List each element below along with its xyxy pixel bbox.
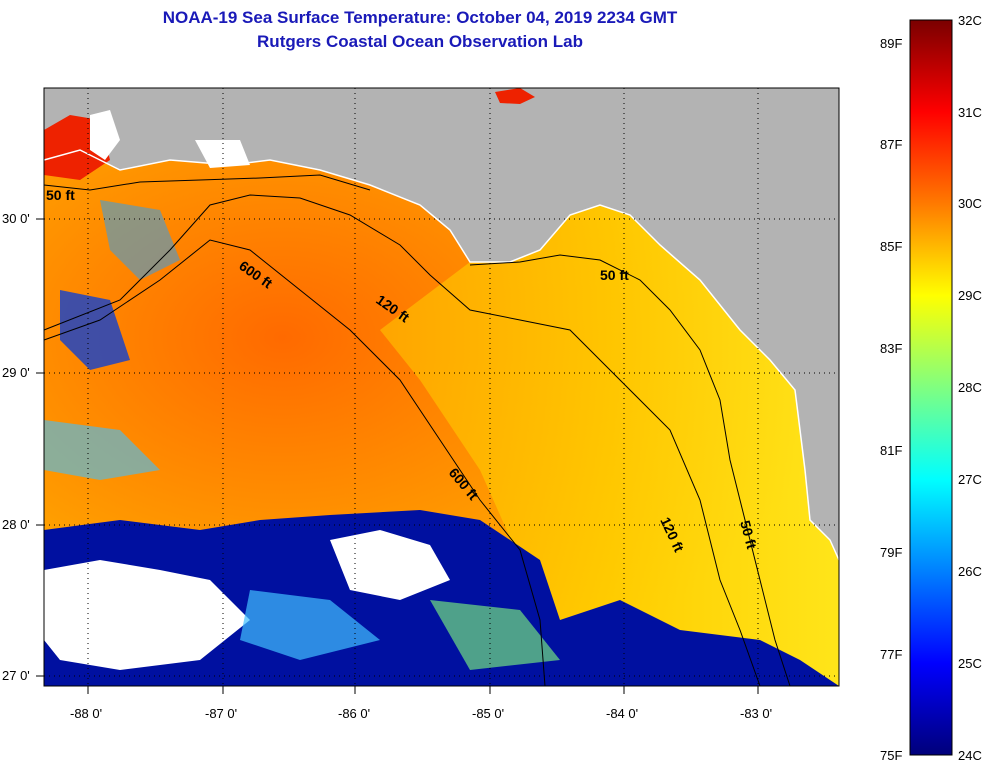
colorbar-c-label: 26C [958, 564, 982, 579]
colorbar [909, 19, 953, 756]
lon-label: -86 0' [338, 706, 371, 721]
cool-band [240, 590, 380, 660]
cloud-gap [330, 530, 450, 600]
cool-eddy [60, 290, 130, 370]
cloud-patch [90, 110, 120, 160]
colorbar-c-label: 31C [958, 105, 982, 120]
cool-band [430, 600, 560, 670]
contour-120ft [43, 194, 761, 687]
contour-600ft [43, 239, 546, 687]
colorbar-c-label: 24C [958, 748, 982, 763]
axis-ticks [36, 218, 759, 694]
colorbar-c-label: 28C [958, 380, 982, 395]
colorbar-f-label: 83F [880, 341, 903, 356]
lon-label: -85 0' [472, 706, 505, 721]
cool-eddy [44, 420, 160, 480]
lat-label: 30 0' [2, 211, 30, 226]
colorbar-f-label: 89F [880, 36, 903, 51]
lat-label: 28 0' [2, 517, 30, 532]
contour-label: 50 ft [737, 519, 760, 551]
colorbar-f-label: 85F [880, 239, 903, 254]
colorbar-f-label: 77F [880, 647, 903, 662]
colorbar-c-label: 30C [958, 196, 982, 211]
contour-50ft-west [43, 174, 371, 191]
colorbar-f-label: 79F [880, 545, 903, 560]
colorbar-c-label: 32C [958, 13, 982, 28]
chart-title: NOAA-19 Sea Surface Temperature: October… [162, 8, 678, 27]
colorbar-f-label: 75F [880, 748, 903, 763]
lon-label: -84 0' [606, 706, 639, 721]
cloud-gap [44, 560, 250, 670]
contour-label: 50 ft [600, 267, 629, 283]
colorbar-c-label: 25C [958, 656, 982, 671]
colorbar-f-label: 87F [880, 137, 903, 152]
lat-label: 29 0' [2, 365, 30, 380]
contour-50ft-east [469, 254, 791, 687]
colorbar-c-label: 27C [958, 472, 982, 487]
chart-subtitle: Rutgers Coastal Ocean Observation Lab [257, 32, 583, 51]
colorbar-f-label: 81F [880, 443, 903, 458]
lon-label: -88 0' [70, 706, 103, 721]
bay-warm-patch [495, 88, 535, 104]
lat-label: 27 0' [2, 668, 30, 683]
coastline [43, 149, 840, 561]
lon-label: -87 0' [205, 706, 238, 721]
map-frame [43, 87, 840, 687]
shelf-warm-zone [380, 205, 839, 686]
lon-label: -83 0' [740, 706, 773, 721]
contour-label: 50 ft [46, 187, 75, 203]
colorbar-c-label: 29C [958, 288, 982, 303]
southern-cool-region [44, 510, 839, 686]
